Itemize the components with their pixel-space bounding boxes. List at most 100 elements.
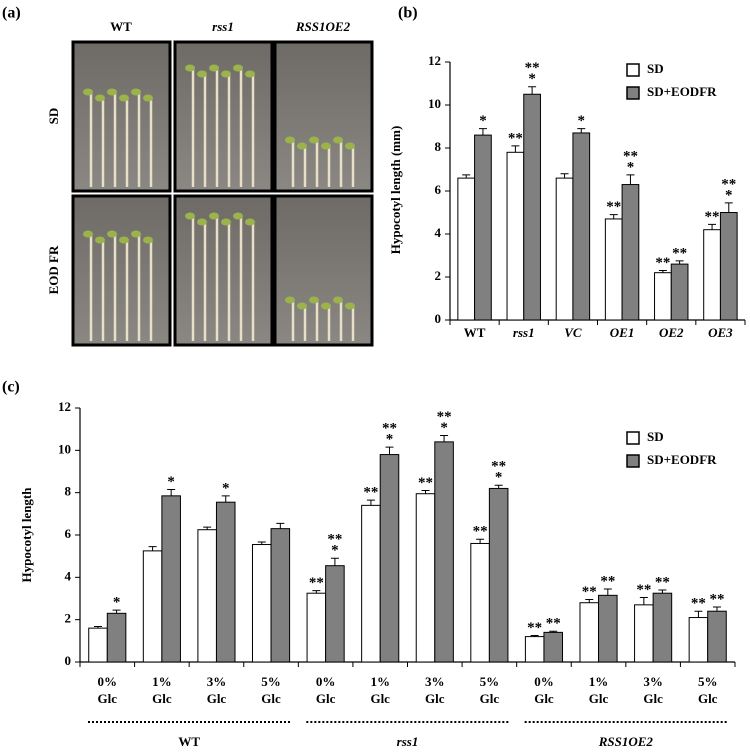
error-bar	[478, 128, 487, 136]
significance: **	[721, 176, 736, 192]
x-tick-label: 5%	[698, 674, 718, 689]
bar	[707, 610, 727, 663]
cotyledon	[333, 296, 343, 304]
error-bar	[585, 599, 594, 603]
bar	[621, 184, 640, 321]
error-bar	[148, 546, 157, 551]
y-tick-label: 8	[65, 484, 72, 499]
significance: **	[655, 574, 670, 590]
photo-panel: WT rss1 RSS1OE2 SD EOD FR	[46, 19, 374, 347]
significance: **	[606, 199, 621, 215]
y-tick-label: 2	[65, 611, 72, 626]
x-tick-label: 0%	[98, 674, 118, 689]
error-bar	[639, 596, 648, 605]
panel-label: (a)	[2, 5, 21, 22]
cotyledon	[321, 302, 331, 310]
error-bar	[712, 606, 721, 612]
error-bar	[549, 630, 558, 633]
cotyledon	[245, 218, 255, 226]
cotyledon	[143, 94, 153, 102]
significance: *	[578, 113, 586, 129]
cotyledon	[107, 88, 117, 96]
significance: **	[636, 582, 651, 598]
cotyledon	[309, 296, 319, 304]
column-label: WT	[110, 19, 132, 34]
bar	[215, 501, 236, 663]
y-tick-label: 0	[435, 311, 442, 326]
error-bar	[560, 173, 569, 179]
significance: **	[582, 584, 597, 600]
cotyledon	[209, 212, 219, 220]
bar	[457, 177, 476, 321]
x-tick-label: 3%	[207, 674, 227, 689]
bar	[379, 454, 400, 663]
error-bar	[421, 490, 430, 494]
x-tick-label: Glc	[698, 691, 718, 706]
significance: **	[309, 575, 324, 591]
x-tick-label: Glc	[207, 691, 227, 706]
legend-swatch	[626, 431, 640, 445]
significance: **	[418, 475, 433, 491]
significance: **	[691, 596, 706, 612]
bar	[579, 602, 600, 663]
y-tick-label: 0	[65, 653, 72, 668]
y-tick-label: 4	[65, 568, 72, 583]
error-bar	[724, 202, 733, 213]
x-tick-label: Glc	[425, 691, 445, 706]
bar	[523, 93, 541, 321]
legend-label: SD	[647, 61, 664, 76]
error-bar	[167, 488, 176, 496]
x-tick-label: Glc	[370, 691, 390, 706]
error-bar	[577, 128, 586, 133]
cotyledon	[345, 302, 355, 310]
x-tick-label: Glc	[480, 691, 500, 706]
error-bar	[603, 588, 612, 596]
bar	[270, 528, 291, 663]
y-tick-label: 10	[58, 441, 71, 456]
x-tick-label: 0%	[534, 674, 554, 689]
y-tick-label: 8	[435, 139, 442, 154]
bar	[361, 504, 381, 663]
cotyledon	[107, 230, 117, 238]
bar	[604, 218, 623, 321]
legend-swatch	[626, 86, 640, 100]
significance: **	[546, 616, 561, 632]
x-tick-label: 5%	[261, 674, 281, 689]
bar	[142, 550, 163, 663]
cotyledon	[221, 218, 231, 226]
bar	[652, 592, 673, 663]
legend-label: SD+EODFR	[647, 452, 717, 467]
panel-label: (c)	[2, 379, 20, 396]
bar	[555, 177, 574, 321]
error-bar	[675, 260, 684, 265]
x-tick-label: 5%	[480, 674, 500, 689]
bar	[688, 617, 709, 663]
group-label: WT	[178, 734, 200, 749]
y-axis-title: Hypocotyl length	[19, 487, 34, 583]
axis	[449, 62, 745, 321]
bar	[106, 612, 127, 663]
x-tick-label: Glc	[261, 691, 281, 706]
significance: **	[705, 209, 720, 225]
bar	[654, 272, 672, 321]
legend-label: SD+EODFR	[647, 84, 717, 99]
cotyledon	[197, 218, 207, 226]
photo	[173, 40, 274, 193]
cotyledon	[131, 88, 141, 96]
cotyledon	[131, 230, 141, 238]
cotyledon	[233, 64, 243, 72]
bar	[703, 229, 721, 321]
error-bar	[708, 223, 717, 230]
significance: **	[473, 524, 488, 540]
row-label: SD	[46, 108, 61, 125]
cotyledon	[119, 236, 129, 244]
y-tick-label: 12	[428, 53, 441, 68]
x-tick-label: 3%	[643, 674, 663, 689]
column-label: rss1	[212, 19, 234, 34]
significance: **	[327, 532, 342, 548]
x-tick-label: OE2	[659, 325, 684, 340]
x-tick-label: OE1	[610, 325, 635, 340]
bar	[434, 441, 454, 663]
significance: *	[627, 159, 635, 175]
bar	[670, 263, 689, 321]
